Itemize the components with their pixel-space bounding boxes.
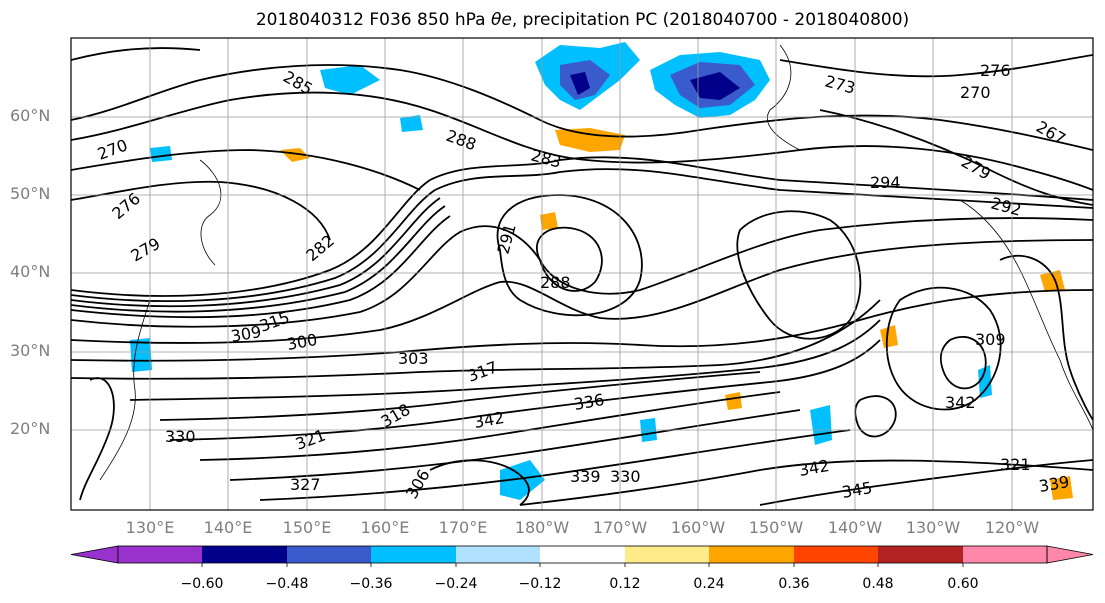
colorbar-segment	[118, 546, 202, 563]
contour-label: 330	[610, 467, 641, 486]
colorbar-tick-label: −0.60	[180, 576, 224, 592]
lon-label: 160°W	[670, 518, 726, 537]
lon-label: 140°E	[203, 518, 253, 537]
contour-label: 303	[398, 349, 429, 368]
lon-label: 140°W	[827, 518, 883, 537]
lon-label: 150°E	[282, 518, 332, 537]
contour-label: 342	[945, 393, 976, 412]
colorbar-segment	[202, 546, 287, 563]
contour-label: 321	[1000, 455, 1031, 474]
colorbar-segment	[287, 546, 371, 563]
contour-label: 309	[975, 330, 1006, 349]
contour-label: 330	[165, 427, 196, 446]
colorbar-segment	[371, 546, 456, 563]
colorbar-tick-label: 0.48	[862, 576, 894, 592]
colorbar-tick-label: −0.48	[265, 576, 309, 592]
lon-label: 160°E	[360, 518, 410, 537]
colorbar-extend-high	[1046, 545, 1094, 564]
colorbar-outline	[117, 545, 1048, 564]
colorbar-tick-label: 0.12	[609, 576, 641, 592]
lon-label: 170°E	[438, 518, 488, 537]
contour-label: 327	[290, 475, 321, 494]
lon-label: 130°W	[905, 518, 961, 537]
lat-label: 20°N	[10, 419, 51, 438]
contour-label: 339	[570, 467, 601, 486]
colorbar-segment	[625, 546, 709, 563]
contour-label: 288	[540, 273, 571, 292]
colorbar-tick-label: −0.12	[518, 576, 562, 592]
lon-label: 150°W	[748, 518, 804, 537]
lon-label: 120°W	[984, 518, 1040, 537]
contour-label: 294	[870, 173, 901, 192]
map-gridlines	[71, 38, 1093, 510]
colorbar-tick-label: 0.60	[947, 576, 979, 592]
contour-label: 270	[960, 83, 991, 102]
colorbar-segment	[963, 546, 1047, 563]
colorbar-segment	[794, 546, 878, 563]
colorbar-extend-low	[70, 545, 119, 564]
colorbar	[70, 545, 1094, 567]
colorbar-tick-label: 0.36	[778, 576, 810, 592]
colorbar-segment	[878, 546, 963, 563]
colorbar-segment	[456, 546, 540, 563]
lat-label: 30°N	[10, 341, 51, 360]
lat-label: 60°N	[10, 106, 51, 125]
lon-label: 130°E	[125, 518, 175, 537]
lon-label: 180°W	[514, 518, 570, 537]
map-frame	[70, 37, 1094, 511]
colorbar-segment	[709, 546, 794, 563]
lon-label: 170°W	[592, 518, 648, 537]
precipitation-shading	[130, 42, 1073, 500]
lat-label: 50°N	[10, 184, 51, 203]
contour-label: 276	[980, 61, 1011, 80]
coastlines	[99, 44, 1093, 481]
theta-e-symbol: θe	[490, 10, 512, 30]
colorbar-segment	[540, 546, 625, 563]
colorbar-tick-label: −0.24	[434, 576, 478, 592]
map-title: 2018040312 F036 850 hPa θe, precipitatio…	[255, 10, 910, 30]
lat-label: 40°N	[10, 262, 51, 281]
colorbar-tick-label: −0.36	[349, 576, 393, 592]
colorbar-tick-label: 0.24	[693, 576, 725, 592]
